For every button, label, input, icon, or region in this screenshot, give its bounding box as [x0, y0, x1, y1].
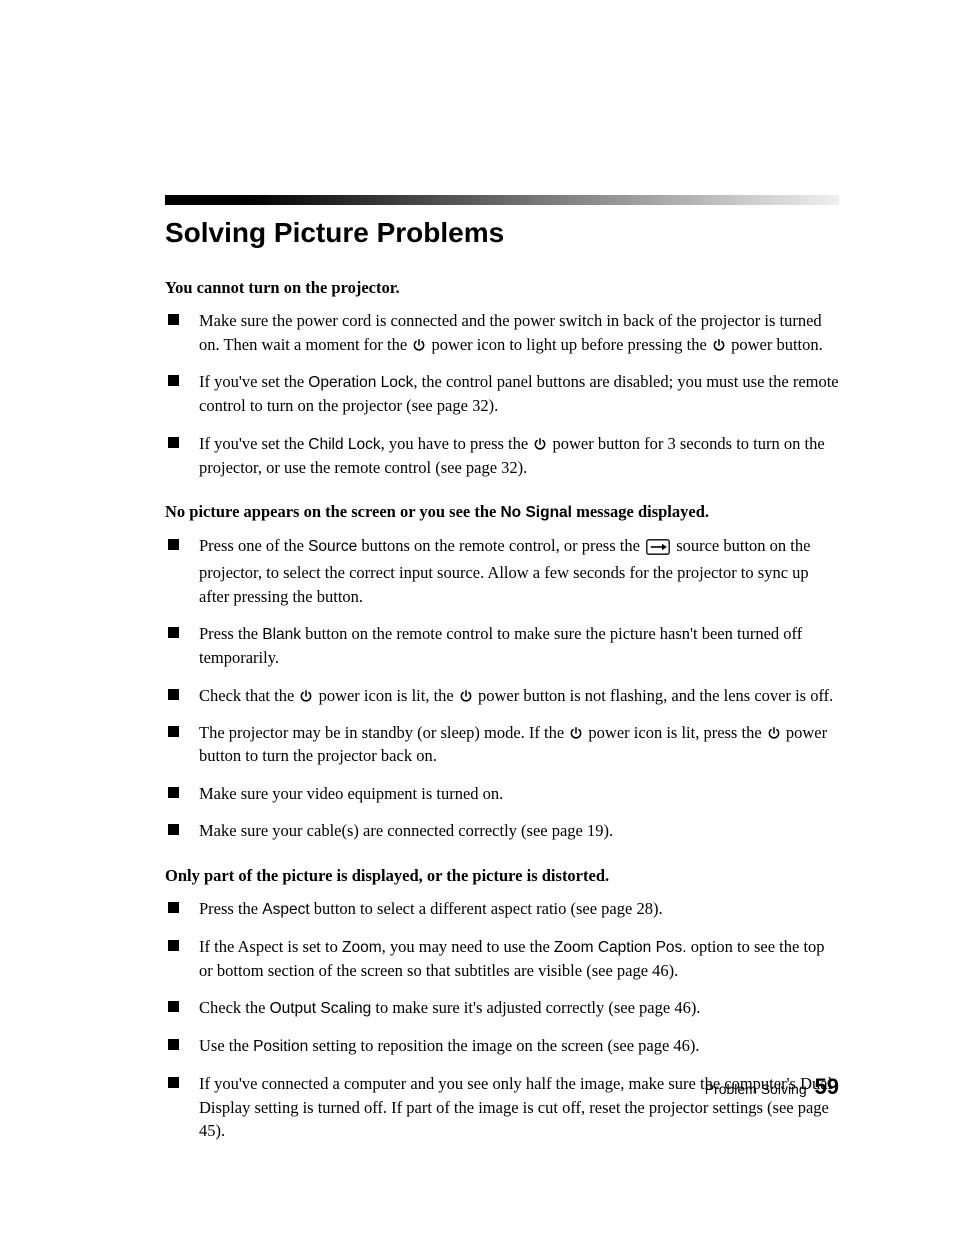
- power-icon: [533, 437, 547, 451]
- bullet-list: Press one of the Source buttons on the r…: [165, 534, 839, 843]
- bullet-list: Press the Aspect button to select a diff…: [165, 897, 839, 1143]
- sections-container: You cannot turn on the projector. Make su…: [165, 277, 839, 1143]
- power-icon: [299, 689, 313, 703]
- text-run: If you've set the: [199, 372, 308, 391]
- section-heading: You cannot turn on the projector.: [165, 277, 839, 299]
- text-run: power icon to light up before pressing t…: [427, 335, 711, 354]
- text-run: power button.: [727, 335, 823, 354]
- power-icon: [459, 689, 473, 703]
- source-icon: [646, 538, 670, 561]
- text-run: power icon is lit, press the: [584, 723, 765, 742]
- list-item: The projector may be in standby (or slee…: [165, 721, 839, 768]
- text-run: Press one of the: [199, 536, 308, 555]
- text-run: The projector may be in standby (or slee…: [199, 723, 568, 742]
- ui-term: Zoom Caption Pos.: [554, 939, 687, 956]
- list-item: If the Aspect is set to Zoom, you may ne…: [165, 935, 839, 982]
- text-run: , you may need to use the: [382, 937, 554, 956]
- text-run: Press the: [199, 899, 262, 918]
- list-item: Make sure your video equipment is turned…: [165, 782, 839, 805]
- list-item: Press one of the Source buttons on the r…: [165, 534, 839, 608]
- text-run: Check that the: [199, 686, 298, 705]
- text-run: Press the: [199, 624, 262, 643]
- text-run: Make sure your video equipment is turned…: [199, 784, 503, 803]
- ui-term: Source: [308, 538, 357, 555]
- text-run: buttons on the remote control, or press …: [357, 536, 644, 555]
- text-run: If you've set the: [199, 434, 308, 453]
- text-run: No picture appears on the screen or you …: [165, 502, 500, 521]
- text-run: Only part of the picture is displayed, o…: [165, 866, 609, 885]
- ui-term: Operation Lock: [308, 374, 413, 391]
- list-item: Check that the power icon is lit, the po…: [165, 684, 839, 707]
- text-run: to make sure it's adjusted correctly (se…: [371, 998, 700, 1017]
- page-title: Solving Picture Problems: [165, 217, 839, 249]
- page: Solving Picture Problems You cannot turn…: [0, 0, 954, 1235]
- bullet-list: Make sure the power cord is connected an…: [165, 309, 839, 479]
- ui-term: Child Lock: [308, 436, 380, 453]
- text-run: You cannot turn on the projector.: [165, 278, 400, 297]
- footer-label: Problem Solving: [705, 1081, 807, 1097]
- list-item: If you've set the Child Lock, you have t…: [165, 432, 839, 479]
- list-item: Use the Position setting to reposition t…: [165, 1034, 839, 1058]
- ui-term: Aspect: [262, 901, 309, 918]
- page-number: 59: [815, 1074, 839, 1099]
- section-rule: [165, 195, 839, 205]
- ui-term: No Signal: [500, 504, 571, 521]
- text-run: Use the: [199, 1036, 253, 1055]
- power-icon: [569, 726, 583, 740]
- power-icon: [412, 338, 426, 352]
- text-run: If the Aspect is set to: [199, 937, 342, 956]
- list-item: Check the Output Scaling to make sure it…: [165, 996, 839, 1020]
- list-item: Make sure your cable(s) are connected co…: [165, 819, 839, 842]
- section-heading: No picture appears on the screen or you …: [165, 501, 839, 524]
- ui-term: Zoom: [342, 939, 382, 956]
- text-run: , you have to press the: [381, 434, 533, 453]
- section-heading: Only part of the picture is displayed, o…: [165, 865, 839, 887]
- list-item: If you've set the Operation Lock, the co…: [165, 370, 839, 417]
- text-run: Check the: [199, 998, 270, 1017]
- text-run: message displayed.: [572, 502, 709, 521]
- text-run: Make sure your cable(s) are connected co…: [199, 821, 613, 840]
- ui-term: Output Scaling: [270, 1000, 372, 1017]
- list-item: Press the Blank button on the remote con…: [165, 622, 839, 669]
- power-icon: [767, 726, 781, 740]
- list-item: Make sure the power cord is connected an…: [165, 309, 839, 356]
- power-icon: [712, 338, 726, 352]
- ui-term: Blank: [262, 626, 301, 643]
- text-run: setting to reposition the image on the s…: [308, 1036, 699, 1055]
- text-run: button to select a different aspect rati…: [310, 899, 663, 918]
- text-run: power button is not flashing, and the le…: [474, 686, 833, 705]
- list-item: Press the Aspect button to select a diff…: [165, 897, 839, 921]
- page-footer: Problem Solving 59: [705, 1074, 839, 1100]
- ui-term: Position: [253, 1038, 308, 1055]
- text-run: power icon is lit, the: [314, 686, 457, 705]
